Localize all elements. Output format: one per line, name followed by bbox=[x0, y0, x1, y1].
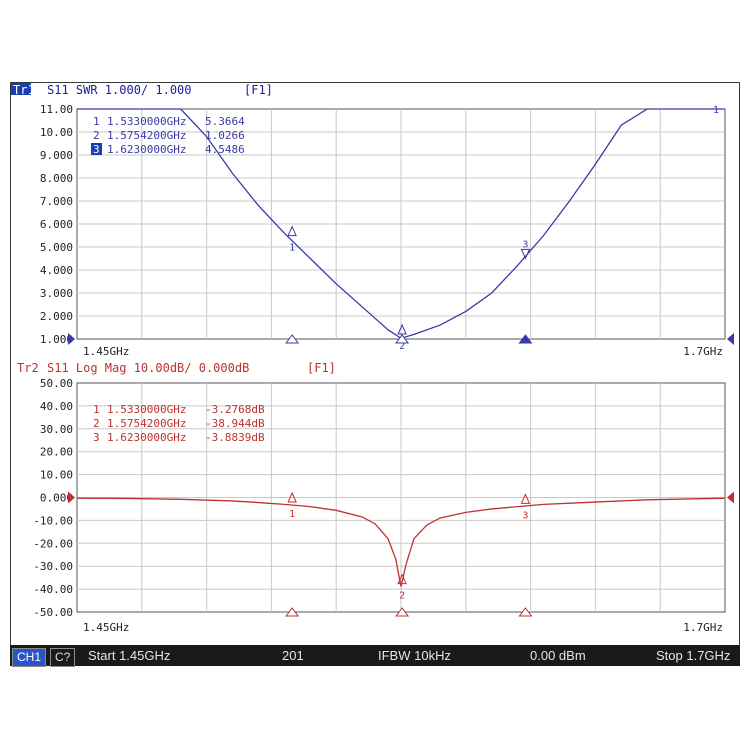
y-tick-label: 9.000 bbox=[40, 149, 73, 162]
tr1-header: S11 SWR 1.000/ 1.000 bbox=[47, 83, 192, 97]
if-bandwidth[interactable]: IFBW 10kHz bbox=[378, 648, 451, 663]
marker-legend-freq: 1.5754200GHz bbox=[107, 417, 186, 430]
y-tick-label: 10.00 bbox=[40, 126, 73, 139]
trace-line bbox=[76, 497, 726, 587]
y-tick-label: -30.00 bbox=[33, 560, 73, 573]
source-power[interactable]: 0.00 dBm bbox=[530, 648, 586, 663]
x-start-label: 1.45GHz bbox=[83, 345, 129, 358]
marker-legend-value: 5.3664 bbox=[205, 115, 245, 128]
reference-marker-label: 1 bbox=[713, 105, 719, 116]
y-tick-label: 6.000 bbox=[40, 218, 73, 231]
marker-2-label: 2 bbox=[399, 341, 405, 352]
y-tick-label: 10.00 bbox=[40, 469, 73, 482]
marker-1-triangle bbox=[287, 491, 297, 503]
y-tick-label: 4.000 bbox=[40, 264, 73, 277]
y-tick-label: 3.000 bbox=[40, 287, 73, 300]
x-start-label: 1.45GHz bbox=[83, 621, 129, 634]
marker-2-axis-triangle bbox=[395, 607, 410, 617]
marker-legend-index: 1 bbox=[93, 115, 100, 128]
marker-legend-value: 1.0266 bbox=[205, 129, 245, 142]
marker-legend-index: 2 bbox=[93, 417, 100, 430]
analyzer-display: Tr1 S11 SWR 1.000/ 1.000 [F1] Tr2 S11 Lo… bbox=[10, 82, 740, 666]
marker-1-label: 1 bbox=[289, 243, 295, 254]
sweep-points[interactable]: 201 bbox=[282, 648, 304, 663]
reference-arrow-right bbox=[727, 491, 734, 504]
y-tick-label: -10.00 bbox=[33, 514, 73, 527]
marker-1-axis-triangle bbox=[285, 607, 300, 617]
marker-2-label: 2 bbox=[399, 591, 405, 602]
logmag-plot[interactable]: 50.00 40.00 30.00 20.00 10.00 0.000 -10.00 -20.… bbox=[33, 377, 734, 634]
start-frequency[interactable]: Start 1.45GHz bbox=[88, 648, 171, 663]
marker-legend-index: 2 bbox=[93, 129, 100, 142]
x-stop-label: 1.7GHz bbox=[683, 621, 723, 634]
chart-svg: Tr1 S11 SWR 1.000/ 1.000 [F1] Tr2 S11 Lo… bbox=[11, 83, 734, 634]
y-tick-label: 20.00 bbox=[40, 446, 73, 459]
y-tick-label: -20.00 bbox=[33, 537, 73, 550]
y-tick-label: -40.00 bbox=[33, 583, 73, 596]
marker-legend-freq: 1.6230000GHz bbox=[107, 431, 186, 444]
marker-legend-value: -38.944dB bbox=[205, 417, 265, 430]
y-tick-label: 2.000 bbox=[40, 310, 73, 323]
marker-3-triangle bbox=[520, 248, 531, 260]
status-bar: CH1 C? Start 1.45GHz 201 IFBW 10kHz 0.00… bbox=[10, 645, 740, 667]
y-tick-label: 5.000 bbox=[40, 241, 73, 254]
reference-arrow-left bbox=[68, 491, 75, 504]
tr1-label[interactable]: Tr1 bbox=[13, 83, 35, 97]
marker-legend-value: 4.5486 bbox=[205, 143, 245, 156]
tr2-label[interactable]: Tr2 bbox=[17, 361, 39, 375]
marker-3-label: 3 bbox=[522, 239, 528, 250]
channel-badge[interactable]: CH1 bbox=[12, 648, 47, 667]
swr-plot[interactable]: 11.00 10.00 9.000 8.000 7.000 6.000 5.000 4.000… bbox=[40, 103, 734, 358]
marker-legend-value: -3.8839dB bbox=[205, 431, 265, 444]
marker-3-label: 3 bbox=[522, 510, 528, 521]
marker-2-triangle bbox=[397, 573, 407, 585]
reference-arrow-left bbox=[68, 333, 75, 345]
marker-2-axis-triangle bbox=[395, 334, 410, 344]
marker-legend-freq: 1.5754200GHz bbox=[107, 129, 186, 142]
marker-legend-index: 3 bbox=[93, 143, 100, 156]
marker-1-triangle bbox=[287, 225, 297, 237]
marker-1-axis-triangle bbox=[285, 334, 300, 344]
y-tick-label: 0.000 bbox=[40, 492, 73, 505]
marker-3-axis-triangle bbox=[518, 607, 533, 617]
y-tick-label: -50.00 bbox=[33, 606, 73, 619]
x-stop-label: 1.7GHz bbox=[683, 345, 723, 358]
y-tick-label: 30.00 bbox=[40, 423, 73, 436]
y-tick-label: 7.000 bbox=[40, 195, 73, 208]
calibration-badge[interactable]: C? bbox=[50, 648, 76, 667]
y-tick-label: 40.00 bbox=[40, 400, 73, 413]
stop-frequency[interactable]: Stop 1.7GHz bbox=[656, 648, 731, 663]
marker-legend-freq: 1.6230000GHz bbox=[107, 143, 186, 156]
marker-3-triangle bbox=[520, 493, 531, 504]
y-tick-label: 8.000 bbox=[40, 172, 73, 185]
marker-legend-freq: 1.5330000GHz bbox=[107, 403, 186, 416]
marker-1-label: 1 bbox=[289, 509, 295, 520]
marker-3-axis-triangle bbox=[518, 334, 533, 344]
marker-legend-index: 3 bbox=[93, 431, 100, 444]
y-tick-label: 1.000 bbox=[40, 333, 73, 346]
marker-legend-value: -3.2768dB bbox=[205, 403, 265, 416]
tr2-channel-tag: [F1] bbox=[307, 361, 336, 375]
y-tick-label: 50.00 bbox=[40, 377, 73, 390]
marker-legend-freq: 1.5330000GHz bbox=[107, 115, 186, 128]
tr1-channel-tag: [F1] bbox=[244, 83, 273, 97]
marker-2-triangle bbox=[397, 323, 407, 335]
marker-legend-index: 1 bbox=[93, 403, 100, 416]
tr2-header: S11 Log Mag 10.00dB/ 0.000dB bbox=[47, 361, 249, 375]
active-marker-highlight bbox=[91, 143, 102, 155]
reference-arrow-right bbox=[727, 333, 734, 345]
y-tick-label: 11.00 bbox=[40, 103, 73, 116]
